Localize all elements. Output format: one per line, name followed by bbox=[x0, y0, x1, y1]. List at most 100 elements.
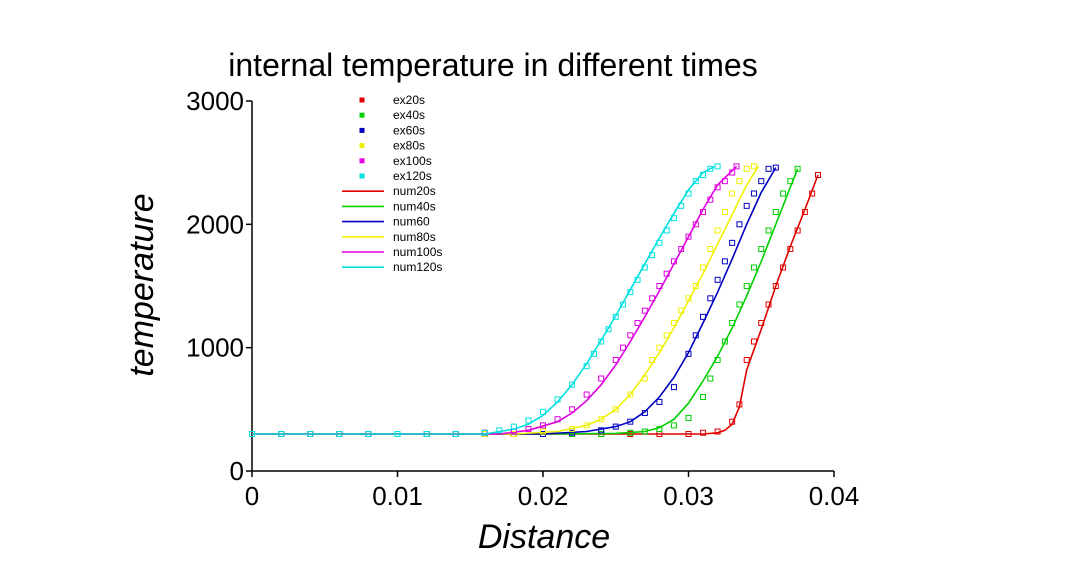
data-point-ex80s bbox=[743, 165, 750, 172]
data-point-ex80s bbox=[729, 190, 736, 197]
data-point-ex120s bbox=[678, 202, 685, 209]
data-point-ex20s bbox=[794, 227, 801, 234]
data-point-ex120s bbox=[540, 408, 546, 415]
data-point-ex60s bbox=[656, 398, 663, 405]
data-point-ex100s bbox=[627, 332, 634, 339]
data-point-ex120s bbox=[670, 215, 677, 222]
data-point-ex40s bbox=[700, 394, 707, 400]
data-point-ex120s bbox=[336, 431, 343, 437]
data-point-ex120s bbox=[278, 431, 285, 437]
x-tick-label: 0.02 bbox=[518, 481, 569, 511]
data-point-ex120s bbox=[685, 190, 692, 197]
data-point-ex120s bbox=[554, 396, 561, 403]
data-point-ex80s bbox=[583, 422, 590, 429]
legend-label: ex40s bbox=[393, 108, 425, 122]
data-point-ex20s bbox=[736, 401, 743, 408]
data-point-ex100s bbox=[729, 169, 736, 176]
data-point-ex80s bbox=[700, 264, 707, 271]
legend-label: num80s bbox=[393, 230, 436, 244]
data-point-ex80s bbox=[612, 406, 619, 413]
data-point-ex100s bbox=[612, 357, 619, 363]
data-point-ex40s bbox=[780, 190, 787, 197]
data-point-ex80s bbox=[598, 416, 605, 423]
data-point-ex60s bbox=[772, 164, 779, 171]
data-point-ex100s bbox=[569, 406, 576, 413]
data-point-ex120s bbox=[249, 431, 255, 437]
series-line-num40s bbox=[252, 168, 799, 435]
x-axis-label: Distance bbox=[478, 518, 610, 556]
data-point-ex60s bbox=[750, 190, 757, 197]
legend-label: num100s bbox=[393, 245, 442, 259]
data-point-ex40s bbox=[707, 375, 714, 382]
data-point-ex100s bbox=[707, 196, 714, 203]
data-point-ex100s bbox=[649, 295, 656, 302]
data-point-ex60s bbox=[743, 202, 750, 209]
data-point-ex40s bbox=[598, 431, 605, 437]
y-axis-label: temperature bbox=[123, 193, 161, 376]
data-point-ex100s bbox=[692, 221, 699, 228]
x-tick-label: 0.01 bbox=[372, 481, 423, 511]
data-point-ex60s bbox=[692, 332, 699, 339]
data-point-ex120s bbox=[692, 178, 699, 185]
data-point-ex80s bbox=[685, 295, 692, 302]
data-point-ex80s bbox=[707, 246, 714, 252]
legend-swatch bbox=[359, 97, 365, 103]
data-point-ex100s bbox=[733, 163, 740, 170]
data-point-ex120s bbox=[307, 431, 314, 437]
data-point-ex80s bbox=[670, 320, 677, 326]
data-point-ex60s bbox=[627, 418, 634, 425]
data-point-ex120s bbox=[620, 301, 627, 308]
legend-label: ex80s bbox=[393, 139, 425, 153]
data-point-ex20s bbox=[700, 429, 707, 436]
data-point-ex20s bbox=[729, 418, 736, 425]
legend-label: num60 bbox=[393, 215, 430, 229]
data-point-ex60s bbox=[729, 239, 736, 246]
legend-swatch bbox=[359, 173, 365, 179]
data-point-ex120s bbox=[714, 163, 721, 170]
data-point-ex120s bbox=[634, 276, 641, 283]
data-point-ex80s bbox=[663, 332, 670, 339]
data-point-ex120s bbox=[583, 363, 590, 370]
legend-label: num40s bbox=[393, 199, 436, 213]
data-point-ex120s bbox=[612, 313, 619, 320]
data-point-ex60s bbox=[765, 165, 772, 172]
data-point-ex20s bbox=[758, 320, 765, 326]
data-point-ex60s bbox=[641, 410, 648, 417]
data-point-ex80s bbox=[721, 209, 728, 215]
data-point-ex20s bbox=[714, 428, 721, 435]
data-point-ex40s bbox=[772, 209, 779, 215]
data-point-ex60s bbox=[721, 258, 728, 265]
data-point-ex40s bbox=[641, 428, 648, 435]
data-point-ex60s bbox=[758, 178, 765, 185]
data-point-ex120s bbox=[452, 431, 459, 437]
data-point-ex100s bbox=[598, 375, 605, 382]
data-point-ex120s bbox=[605, 326, 612, 333]
data-point-ex120s bbox=[627, 289, 634, 296]
data-point-ex60s bbox=[736, 221, 743, 228]
data-point-ex120s bbox=[510, 423, 517, 430]
data-point-ex80s bbox=[641, 375, 648, 382]
plot-markers bbox=[249, 163, 821, 437]
data-point-ex80s bbox=[627, 391, 634, 398]
data-point-ex60s bbox=[612, 423, 619, 430]
data-point-ex120s bbox=[365, 431, 372, 437]
data-point-ex100s bbox=[634, 320, 641, 326]
data-point-ex20s bbox=[787, 246, 794, 252]
data-point-ex80s bbox=[678, 307, 685, 314]
data-point-ex100s bbox=[685, 233, 692, 240]
y-tick-label: 3000 bbox=[186, 86, 244, 116]
x-tick-label: 0 bbox=[245, 481, 259, 511]
data-point-ex100s bbox=[656, 283, 663, 289]
series-line-num120s bbox=[252, 165, 716, 435]
legend-label: num20s bbox=[393, 184, 436, 198]
data-point-ex40s bbox=[670, 422, 677, 429]
data-point-ex120s bbox=[663, 227, 670, 234]
legend-label: ex120s bbox=[393, 169, 432, 183]
data-point-ex120s bbox=[641, 264, 648, 271]
plot-lines bbox=[252, 165, 819, 435]
data-point-ex60s bbox=[707, 295, 714, 302]
legend-label: ex60s bbox=[393, 123, 425, 137]
data-point-ex40s bbox=[714, 357, 721, 363]
data-point-ex40s bbox=[758, 246, 765, 252]
data-point-ex40s bbox=[656, 426, 663, 433]
